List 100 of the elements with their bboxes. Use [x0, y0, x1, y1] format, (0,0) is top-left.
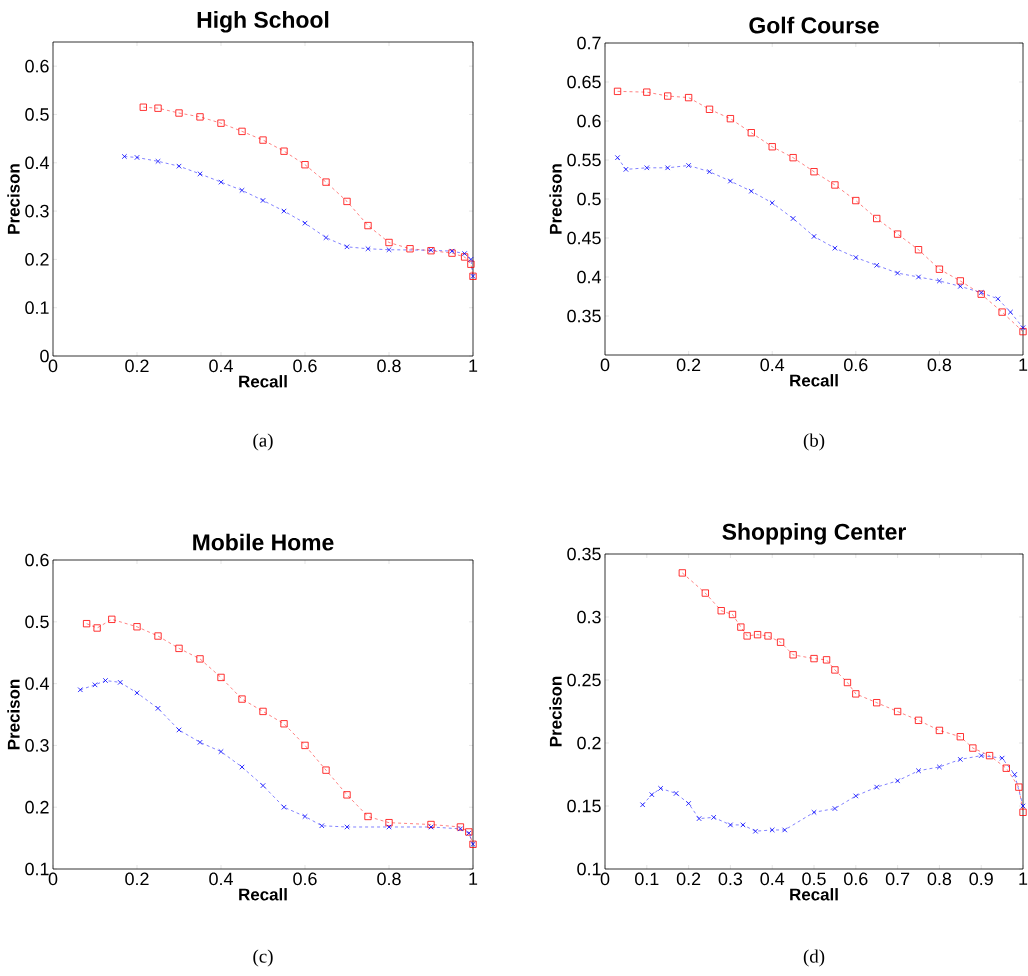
- y-tick-label: 0.3: [25, 739, 49, 752]
- point: [657, 785, 664, 792]
- point: [811, 233, 817, 240]
- point: [196, 113, 204, 121]
- y-tick-label: 0.2: [25, 253, 49, 266]
- y-tick-label: 0.55: [567, 153, 601, 167]
- point: [957, 283, 963, 290]
- point: [737, 623, 745, 631]
- y-tick-label: 0.1: [577, 862, 601, 876]
- point: [218, 179, 224, 185]
- point: [1007, 309, 1014, 315]
- y-tick-label: 0.35: [567, 309, 601, 323]
- chart-title: Golf Course: [749, 16, 879, 34]
- point: [649, 792, 655, 798]
- chart-title: Mobile Home: [193, 533, 334, 551]
- point: [92, 682, 98, 688]
- point: [197, 739, 203, 745]
- point: [134, 690, 140, 696]
- x-tick-label: 0.4: [209, 872, 233, 886]
- point: [915, 274, 922, 280]
- x-tick-label: 0.4: [760, 872, 785, 886]
- point: [133, 623, 141, 631]
- point: [154, 632, 162, 640]
- x-tick-label: 0.6: [293, 872, 317, 886]
- point: [810, 168, 818, 176]
- x-tick-label: 1: [469, 359, 478, 372]
- point: [914, 716, 923, 724]
- point: [108, 615, 116, 623]
- y-tick-label: 0: [40, 349, 49, 363]
- point: [831, 181, 839, 189]
- point: [956, 277, 964, 285]
- text: (a): [253, 433, 273, 451]
- point: [822, 656, 831, 664]
- point: [260, 197, 266, 204]
- point: [322, 178, 330, 186]
- point: [134, 154, 140, 161]
- point: [323, 234, 329, 241]
- chart-title: Shopping Center: [722, 523, 906, 545]
- point: [121, 153, 128, 160]
- point: [639, 802, 646, 808]
- y-tick-label: 0.15: [567, 799, 601, 813]
- point: [77, 687, 83, 693]
- y-tick-label: 0.5: [25, 615, 49, 629]
- x-tick-label: 1: [1019, 872, 1028, 885]
- point: [461, 250, 468, 257]
- point: [748, 188, 754, 194]
- point: [280, 720, 288, 728]
- point: [969, 744, 977, 752]
- y-tick-label: 0.4: [25, 156, 49, 170]
- x-tick-label: 0.6: [844, 358, 868, 372]
- y-tick-label: 0.4: [577, 270, 601, 284]
- x-tick-label: 0.2: [125, 872, 149, 886]
- y-axis-title: Precison: [549, 676, 562, 747]
- point: [196, 655, 204, 663]
- y-tick-label: 0.3: [577, 610, 601, 624]
- point: [319, 823, 325, 829]
- point: [343, 791, 351, 799]
- point: [998, 308, 1006, 316]
- point: [664, 92, 672, 100]
- x-tick-label: 0.4: [209, 359, 233, 373]
- point: [239, 187, 245, 193]
- point: [743, 632, 751, 640]
- point: [238, 695, 246, 703]
- point: [894, 230, 902, 238]
- point: [728, 610, 737, 619]
- point: [843, 678, 852, 687]
- point: [467, 260, 475, 268]
- point: [727, 178, 734, 184]
- point: [643, 88, 651, 96]
- point: [260, 782, 266, 789]
- y-axis-title: Precison: [7, 164, 20, 234]
- point: [711, 814, 717, 821]
- x-tick-label: 0.8: [377, 872, 401, 886]
- x-tick-label: 0.2: [676, 358, 701, 372]
- y-tick-label: 0.25: [567, 673, 601, 687]
- point: [740, 822, 746, 828]
- x-axis-title: Recall: [790, 888, 838, 901]
- point: [385, 819, 393, 827]
- point: [1015, 783, 1023, 791]
- point: [217, 119, 225, 127]
- point: [764, 632, 772, 640]
- point: [259, 707, 267, 716]
- y-tick-label: 0.6: [25, 59, 49, 73]
- point: [936, 764, 943, 770]
- y-tick-label: 0.3: [25, 204, 49, 218]
- point: [665, 165, 671, 171]
- point: [344, 244, 350, 250]
- point: [853, 793, 859, 799]
- point: [789, 154, 797, 162]
- point: [915, 768, 922, 774]
- x-tick-label: 0: [48, 359, 58, 373]
- point: [995, 296, 1001, 302]
- point: [673, 790, 679, 797]
- y-tick-label: 0.1: [25, 862, 49, 876]
- point: [155, 158, 161, 164]
- point: [936, 278, 943, 284]
- point: [644, 165, 650, 171]
- point: [281, 804, 287, 810]
- y-tick-label: 0.65: [567, 75, 601, 89]
- point: [175, 644, 183, 652]
